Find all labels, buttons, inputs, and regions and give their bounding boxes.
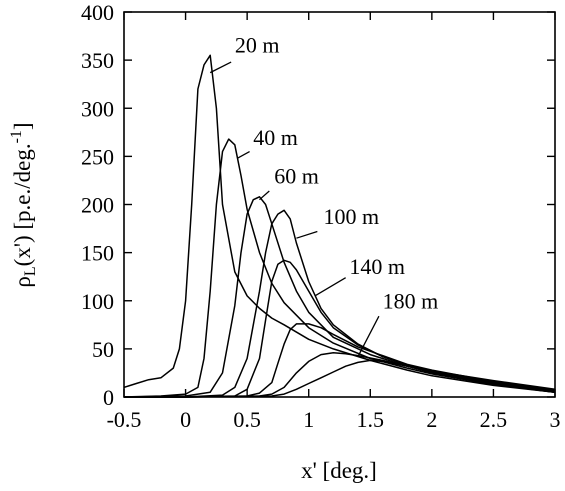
series-leader-line [357,315,380,357]
y-tick-label: 250 [81,144,114,169]
y-tick-label: 200 [81,193,114,218]
y-label-rho: ρ [10,276,35,287]
y-label-end: ] [10,122,35,130]
x-tick-label: 0 [180,407,191,432]
y-tick-label: 100 [81,289,114,314]
x-tick-label: 1.5 [357,407,385,432]
series-leader-line [259,190,270,201]
series-line-5 [124,259,556,398]
y-label-mid: (x') [p.e./deg. [10,143,35,266]
x-tick-label: 3 [550,407,561,432]
series-label: 60 m [274,163,319,188]
x-tick-label: 1 [303,407,314,432]
y-axis: 0 50 100 150 200 250 300 350 400 [81,0,555,410]
series-label: 180 m [383,288,439,313]
x-tick-label: 0.5 [233,407,261,432]
x-tick-label: 2.5 [480,407,508,432]
y-label-sup: -1 [8,130,25,143]
y-tick-label: 350 [81,48,114,73]
x-axis-label: x' [deg.] [301,458,377,483]
series-line-6 [124,323,556,398]
y-tick-label: 0 [103,385,114,410]
series-label: 100 m [323,204,379,229]
series-leader-line [296,230,318,239]
x-tick-label: 2 [426,407,437,432]
x-tick-label: -0.5 [107,407,142,432]
series-label: 140 m [349,254,405,279]
series-label: 40 m [253,125,298,150]
series-line-7 [124,351,556,398]
y-tick-label: 150 [81,241,114,266]
series-line-2 [123,138,556,398]
y-tick-label: 300 [81,96,114,121]
leader-lines-layer [209,61,380,357]
y-tick-label: 50 [92,337,114,362]
series-leader-line [314,277,346,297]
y-axis-label: ρL(x') [p.e./deg.-1] [8,122,39,287]
series-leader-line [236,150,250,159]
y-tick-label: 400 [81,0,114,25]
series-leader-line [209,61,232,74]
x-axis: -0.5 0 0.5 1 1.5 2 2.5 3 [107,12,561,432]
series-label: 20 m [235,32,280,57]
curves-layer [123,54,556,398]
series-line-8 [124,359,556,398]
y-label-sub: L [22,266,39,276]
